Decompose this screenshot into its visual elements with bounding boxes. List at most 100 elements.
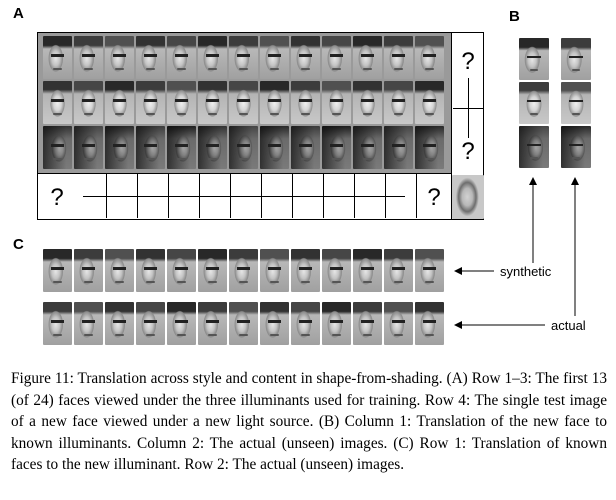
- synthetic-face-image: [519, 126, 549, 168]
- face-eyes: [526, 55, 542, 59]
- face-eyes: [267, 267, 282, 270]
- training-face-image: [198, 36, 227, 79]
- face-mouth: [177, 112, 186, 115]
- face-eyes: [174, 54, 189, 57]
- actual-unseen-face: [322, 302, 351, 345]
- training-face-image: [105, 126, 134, 169]
- face-eyes: [143, 320, 158, 323]
- face-eyes: [143, 144, 158, 147]
- synthetic-face-image: [519, 82, 549, 124]
- face-eyes: [205, 54, 220, 57]
- bottom-row-tick: [385, 174, 386, 218]
- face-mouth: [177, 157, 186, 160]
- training-face-image: [260, 126, 289, 169]
- synthetic-translated-face: [74, 249, 103, 292]
- actual-unseen-face: [291, 302, 320, 345]
- face-mouth: [394, 157, 403, 160]
- face-mouth: [146, 280, 155, 283]
- face-mouth: [208, 112, 217, 115]
- face-mouth: [270, 67, 279, 70]
- face-mouth: [53, 333, 62, 336]
- bottom-row-tick: [168, 174, 169, 218]
- training-face-image: [353, 126, 382, 169]
- face-mouth: [332, 333, 341, 336]
- training-face-image: [105, 81, 134, 124]
- face-mouth: [177, 67, 186, 70]
- face-mouth: [115, 67, 124, 70]
- face-mouth: [53, 112, 62, 115]
- training-face-image: [415, 81, 444, 124]
- training-face-image: [136, 126, 165, 169]
- question-mark-bottom-right: ?: [427, 184, 441, 211]
- face-eyes: [50, 144, 65, 147]
- synthetic-translated-face: [384, 249, 413, 292]
- face-mouth: [529, 157, 539, 160]
- face-eyes: [81, 144, 96, 147]
- training-face-image: [384, 36, 413, 79]
- face-mouth: [270, 333, 279, 336]
- training-face-image: [322, 126, 351, 169]
- face-eyes: [143, 99, 158, 102]
- face-eyes: [267, 144, 282, 147]
- face-eyes: [422, 54, 437, 57]
- training-face-image: [136, 81, 165, 124]
- face-eyes: [236, 99, 251, 102]
- face-eyes: [50, 99, 65, 102]
- bottom-row-horizontal-line: [83, 196, 405, 197]
- face-mouth: [177, 333, 186, 336]
- bottom-row-tick: [137, 174, 138, 218]
- face-eyes: [112, 320, 127, 323]
- face-eyes: [267, 320, 282, 323]
- face-eyes: [112, 267, 127, 270]
- face-mouth: [425, 280, 434, 283]
- face-eyes: [298, 99, 313, 102]
- face-mouth: [529, 69, 539, 72]
- face-mouth: [239, 67, 248, 70]
- training-face-image: [105, 36, 134, 79]
- face-eyes: [360, 320, 375, 323]
- training-face-image: [384, 126, 413, 169]
- face-eyes: [205, 320, 220, 323]
- training-face-image: [229, 36, 258, 79]
- face-eyes: [267, 54, 282, 57]
- face-eyes: [329, 144, 344, 147]
- face-mouth: [332, 280, 341, 283]
- training-face-image: [198, 81, 227, 124]
- training-face-image: [229, 81, 258, 124]
- actual-unseen-face: [353, 302, 382, 345]
- face-mouth: [239, 280, 248, 283]
- training-face-image: [74, 126, 103, 169]
- actual-unseen-face: [229, 302, 258, 345]
- synthetic-translated-face: [136, 249, 165, 292]
- face-eyes: [298, 54, 313, 57]
- face-mouth: [363, 67, 372, 70]
- face-eyes: [267, 99, 282, 102]
- actual-unseen-face: [167, 302, 196, 345]
- face-mouth: [239, 157, 248, 160]
- bottom-row-tick: [230, 174, 231, 218]
- face-eyes: [568, 55, 584, 59]
- face-eyes: [391, 320, 406, 323]
- face-eyes: [568, 99, 584, 103]
- face-mouth: [146, 67, 155, 70]
- synthetic-label: synthetic: [500, 264, 552, 279]
- face-eyes: [50, 267, 65, 270]
- training-face-image: [167, 36, 196, 79]
- face-mouth: [115, 333, 124, 336]
- panel-label-a: A: [13, 5, 24, 22]
- training-face-image: [43, 81, 72, 124]
- face-eyes: [112, 144, 127, 147]
- training-face-image: [43, 126, 72, 169]
- face-mouth: [53, 280, 62, 283]
- actual-unseen-face: [384, 302, 413, 345]
- face-mouth: [146, 157, 155, 160]
- face-mouth: [270, 112, 279, 115]
- face-mouth: [301, 157, 310, 160]
- bottom-row-tick: [261, 174, 262, 218]
- face-eyes: [360, 267, 375, 270]
- training-face-image: [415, 126, 444, 169]
- actual-unseen-face: [198, 302, 227, 345]
- training-face-image: [353, 81, 382, 124]
- face-eyes: [391, 267, 406, 270]
